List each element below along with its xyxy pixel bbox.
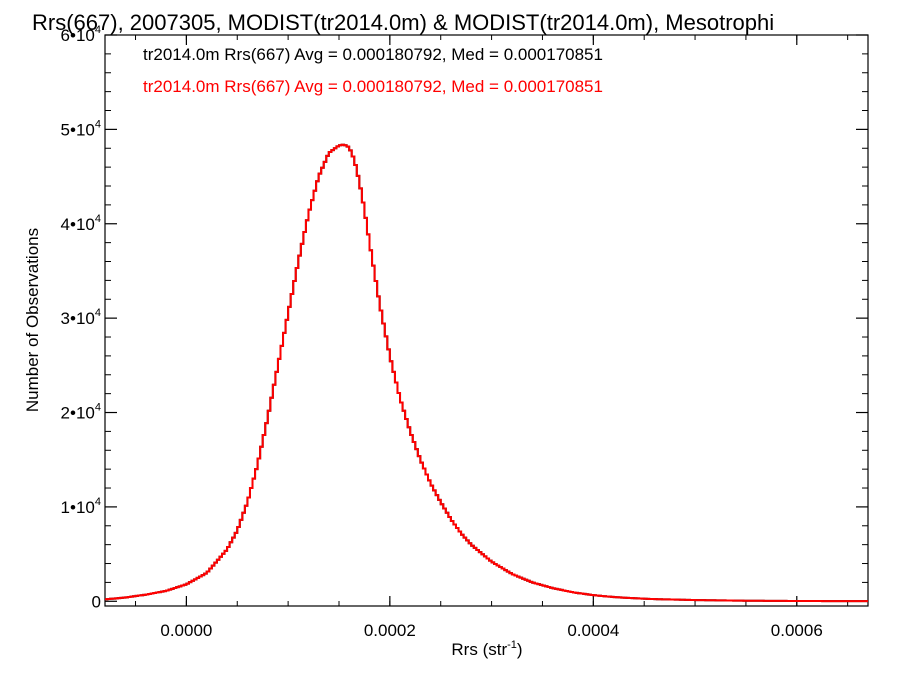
plot-frame (104, 34, 869, 607)
x-axis-label-close: ) (517, 640, 523, 659)
y-tick-label: 3•104 (61, 307, 101, 328)
series-line-0 (105, 143, 868, 603)
series-line-1 (105, 143, 868, 603)
y-tick-label: 6•104 (61, 24, 101, 45)
y-tick-mantissa: 4•10 (61, 215, 95, 234)
y-tick-label: 0 (92, 592, 101, 611)
x-tick-label: 0.0004 (567, 621, 619, 640)
y-tick-exponent: 4 (95, 24, 101, 36)
y-tick-label: 4•104 (61, 213, 101, 234)
x-axis-label-superscript: -1 (507, 639, 517, 651)
y-tick-mantissa: 3•10 (61, 309, 95, 328)
x-axis-label: Rrs (str-1) (451, 639, 522, 659)
x-tick-label: 0.0002 (364, 621, 416, 640)
series-layer (105, 143, 868, 603)
x-tick-label: 0.0006 (771, 621, 823, 640)
y-tick-exponent: 4 (95, 307, 101, 319)
y-tick-mantissa: 2•10 (61, 404, 95, 423)
chart-title: Rrs(667), 2007305, MODIST(tr2014.0m) & M… (32, 10, 774, 35)
y-tick-mantissa: 1•10 (61, 498, 95, 517)
x-tick-label: 0.0000 (160, 621, 212, 640)
annotation-black: tr2014.0m Rrs(667) Avg = 0.000180792, Me… (143, 45, 603, 64)
y-tick-mantissa: 6•10 (61, 26, 95, 45)
x-axis-label-main: Rrs (str (451, 640, 507, 659)
y-tick-exponent: 4 (95, 402, 101, 414)
annotation-red: tr2014.0m Rrs(667) Avg = 0.000180792, Me… (143, 77, 603, 96)
y-tick-exponent: 4 (95, 118, 101, 130)
y-tick-label: 2•104 (61, 402, 101, 423)
x-axis-ticks: 0.0000 0.0002 0.0004 0.0006 (135, 35, 849, 640)
y-tick-exponent: 4 (95, 213, 101, 225)
y-tick-mantissa: 0 (92, 592, 101, 611)
y-tick-mantissa: 5•10 (61, 120, 95, 139)
y-tick-label: 5•104 (61, 118, 101, 139)
y-tick-exponent: 4 (95, 496, 101, 508)
y-axis-label: Number of Observations (23, 228, 42, 412)
y-tick-label: 1•104 (61, 496, 101, 517)
